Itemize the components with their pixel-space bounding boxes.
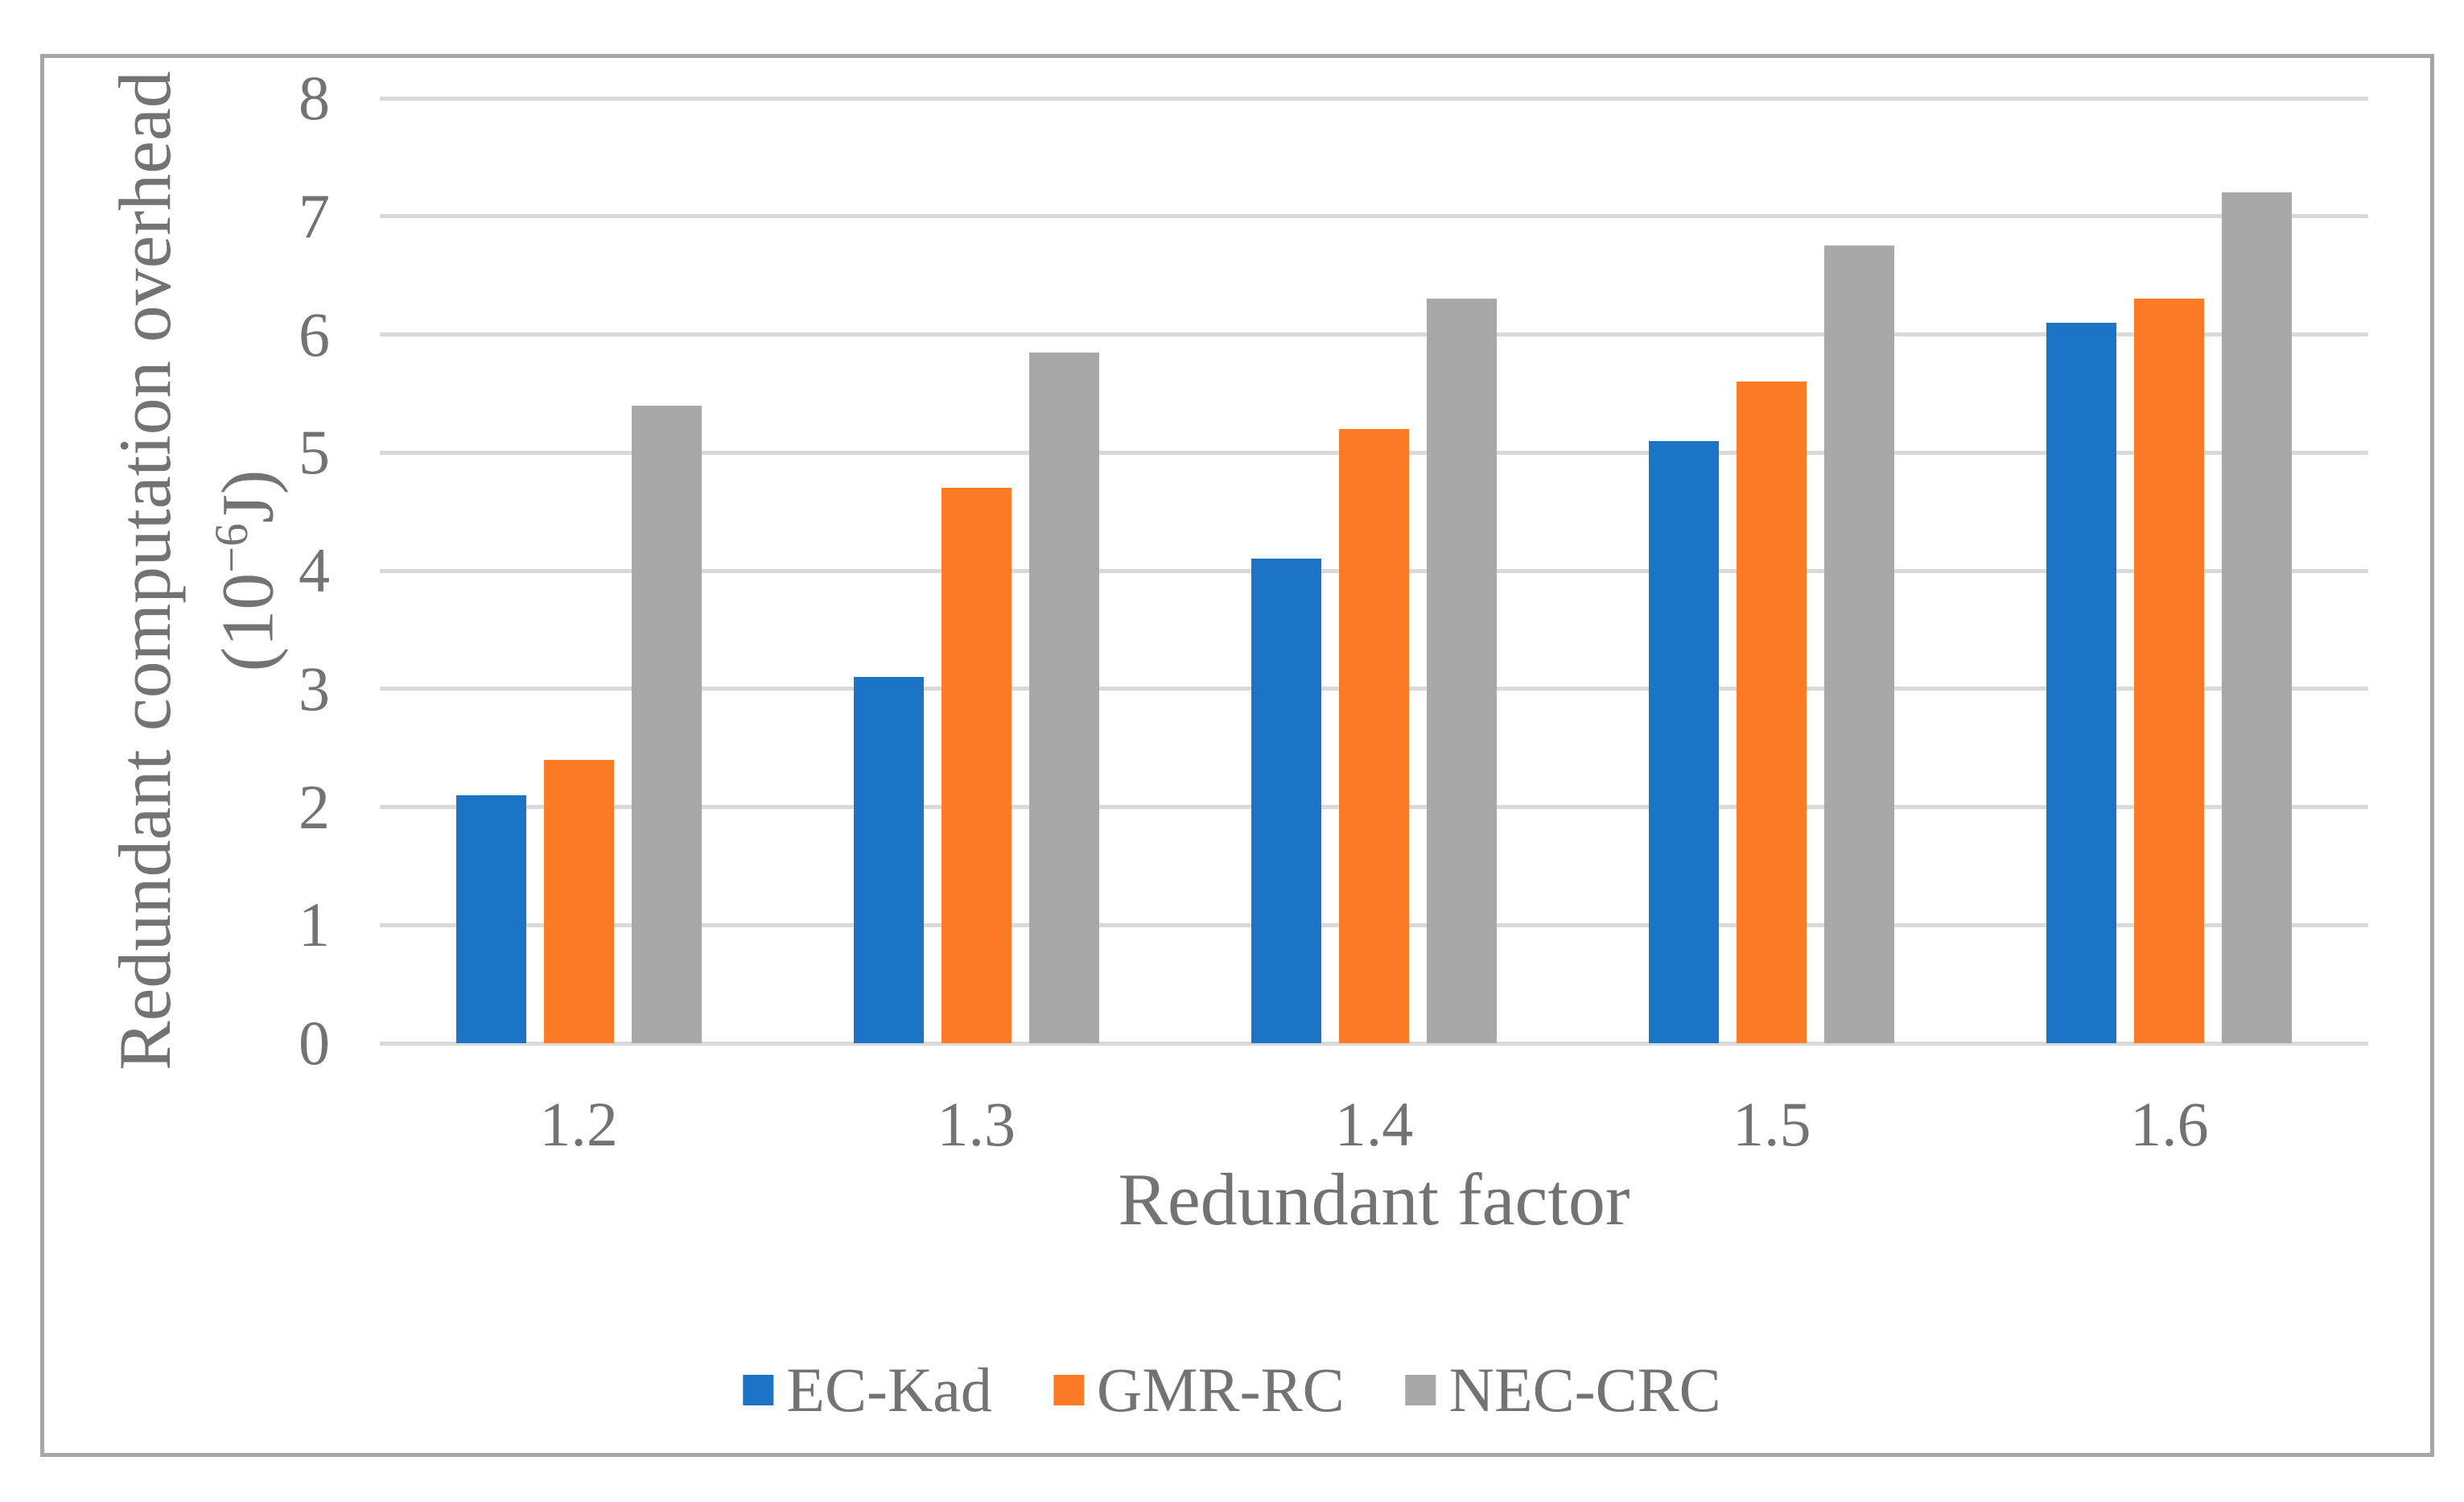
x-tick-label-1.4: 1.4: [1334, 1089, 1414, 1159]
y-tick-label-4: 4: [299, 535, 330, 605]
bar-gmr-rc-1.3: [941, 488, 1012, 1043]
legend-item-gmr-rc: GMR-RC: [1053, 1354, 1345, 1426]
legend-item-nec-crc: NEC-CRC: [1405, 1354, 1721, 1426]
bar-nec-crc-1.3: [1028, 352, 1099, 1043]
legend-swatch-ec-kad: [743, 1375, 774, 1405]
bar-ec-kad-1.6: [2046, 322, 2117, 1043]
bar-nec-crc-1.5: [1824, 246, 1895, 1043]
x-axis-title: Redundant factor: [1118, 1158, 1630, 1240]
bar-nec-crc-1.2: [631, 405, 702, 1043]
gridline-y6: [380, 332, 2368, 336]
x-tick-label-1.6: 1.6: [2130, 1089, 2209, 1159]
legend-label-nec-crc: NEC-CRC: [1448, 1355, 1721, 1425]
bar-ec-kad-1.5: [1649, 440, 1720, 1043]
legend-label-gmr-rc: GMR-RC: [1096, 1355, 1345, 1425]
x-tick-label-1.2: 1.2: [539, 1089, 618, 1159]
legend-label-ec-kad: EC-Kad: [786, 1355, 992, 1425]
bar-ec-kad-1.4: [1251, 559, 1321, 1043]
figure-border: [40, 54, 2434, 1457]
bar-ec-kad-1.2: [455, 794, 526, 1043]
legend: EC-Kad GMR-RC NEC-CRC: [743, 1354, 1721, 1426]
y-tick-label-5: 5: [299, 417, 330, 488]
y-tick-label-0: 0: [299, 1008, 330, 1078]
bar-ec-kad-1.3: [853, 677, 924, 1043]
bar-gmr-rc-1.6: [2134, 299, 2205, 1043]
bar-nec-crc-1.6: [2222, 192, 2293, 1043]
y-tick-label-2: 2: [299, 771, 330, 842]
gridline-y8: [380, 96, 2368, 101]
y-tick-label-7: 7: [299, 180, 330, 251]
bar-gmr-rc-1.4: [1339, 428, 1409, 1043]
legend-swatch-gmr-rc: [1053, 1375, 1084, 1405]
x-tick-label-1.5: 1.5: [1732, 1089, 1811, 1159]
y-tick-label-6: 6: [299, 299, 330, 369]
legend-swatch-nec-crc: [1405, 1375, 1436, 1405]
bar-gmr-rc-1.5: [1737, 382, 1807, 1043]
x-tick-label-1.3: 1.3: [937, 1089, 1016, 1159]
y-tick-label-3: 3: [299, 653, 330, 724]
y-tick-label-1: 1: [299, 889, 330, 960]
bar-gmr-rc-1.2: [543, 759, 614, 1043]
legend-item-ec-kad: EC-Kad: [743, 1354, 992, 1426]
plot-area: [380, 96, 2368, 1046]
x-axis-line: [380, 1041, 2368, 1046]
gridline-y7: [380, 214, 2368, 219]
bar-nec-crc-1.4: [1427, 299, 1497, 1043]
y-tick-label-8: 8: [299, 63, 330, 133]
